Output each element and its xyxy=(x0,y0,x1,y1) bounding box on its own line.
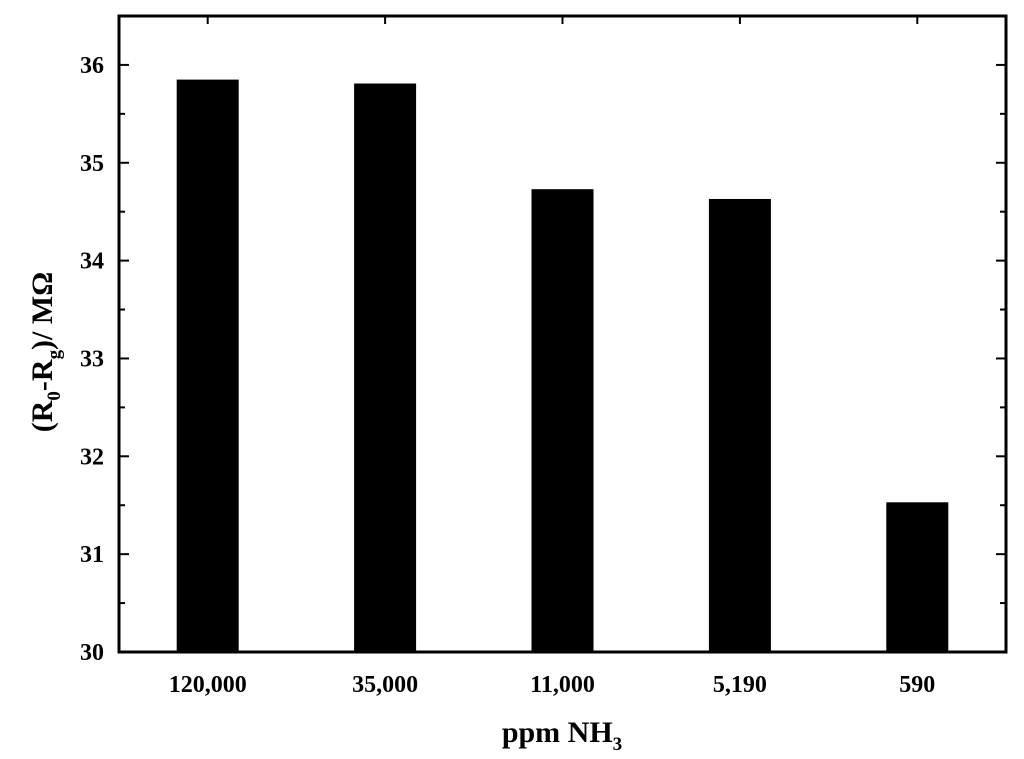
x-tick-label-4: 590 xyxy=(899,672,935,698)
x-axis-title-part-1: ppm NH xyxy=(502,716,613,749)
x-axis-title: ppm NH3 xyxy=(502,716,622,755)
x-tick-label-3: 5,190 xyxy=(713,672,767,698)
x-tick-label-0: 120,000 xyxy=(169,672,247,698)
tick-labels-layer: 120,000 35,000 11,000 5,190 590 30 31 32 33 34 35 3… xyxy=(80,53,935,698)
y-tick-label-4: 34 xyxy=(80,249,104,275)
y-axis-title-part-3: )/ MΩ xyxy=(26,272,59,350)
bar-4 xyxy=(886,502,949,652)
bars-layer xyxy=(176,79,949,653)
x-axis-title-sub-1: 3 xyxy=(613,734,623,755)
y-tick-label-2: 32 xyxy=(80,444,104,470)
bar-0 xyxy=(176,79,239,653)
x-tick-label-1: 35,000 xyxy=(352,672,418,698)
bar-3 xyxy=(708,198,771,653)
y-tick-label-5: 35 xyxy=(80,151,104,177)
y-axis-title-sub-1: 0 xyxy=(44,391,65,401)
y-tick-label-3: 33 xyxy=(80,346,104,372)
y-axis-title: (R0-Rg)/ MΩ xyxy=(26,272,65,432)
y-axis-title-part-1: (R xyxy=(26,400,59,432)
bar-2 xyxy=(531,189,594,653)
y-tick-label-1: 31 xyxy=(80,542,104,568)
y-axis-title-part-2: -R xyxy=(26,359,59,391)
y-axis-title-sub-2: g xyxy=(44,349,65,359)
bar-1 xyxy=(354,83,417,652)
y-tick-label-6: 36 xyxy=(80,53,104,79)
ticks-layer xyxy=(119,16,1006,653)
x-tick-label-2: 11,000 xyxy=(530,672,595,698)
y-tick-label-0: 30 xyxy=(80,640,104,666)
